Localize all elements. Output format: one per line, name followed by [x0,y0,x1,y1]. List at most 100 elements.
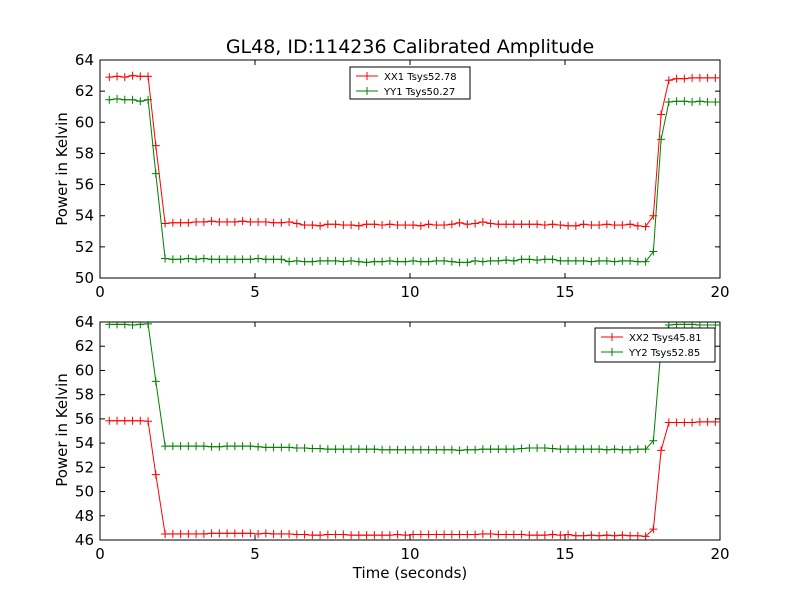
top-series-1-point [199,254,208,263]
top-series-1-point [223,255,232,264]
top-series-1-point [184,254,193,263]
top-series-1-point [238,255,247,264]
top-ytick-label: 62 [75,82,94,100]
top-panel: GL48, ID:114236 Calibrated Amplitude Pow… [53,36,730,301]
top-series-0-point [223,217,232,226]
bottom-series-1-point [339,445,348,454]
bottom-ytick-label: 62 [75,337,94,355]
top-series-1-point [168,255,177,264]
bottom-series-1-point [494,445,503,454]
bottom-series-1-point [556,445,565,454]
top-ytick-label: 64 [75,51,94,69]
bottom-series-1-point [571,445,580,454]
top-series-0-point [215,217,224,226]
bottom-series-1-point [246,442,255,451]
bottom-series-1-point [136,322,145,329]
top-series-0-point [680,74,689,83]
bottom-ytick-label: 60 [75,361,94,379]
top-series-1-point [626,256,635,265]
bottom-series-1-point [626,445,635,454]
top-series-0-point [207,217,216,226]
top-series-1-point [316,256,325,265]
bottom-series-0-point [579,531,588,540]
top-series-0-point [509,220,518,229]
bottom-series-0-point [308,531,317,540]
bottom-series-0-point [113,416,122,425]
bottom-legend-marker-0 [608,333,616,341]
bottom-series-1-point [362,445,371,454]
top-series-1-point [517,255,526,264]
bottom-series-1-point [113,322,122,329]
top-series-1-point [649,247,658,256]
bottom-series-1-point [168,442,177,451]
top-series-0-point [192,217,201,226]
bottom-series-0-point [556,531,565,540]
top-series-0-point [463,220,472,229]
bottom-series-1-point [105,322,114,329]
top-xtick-label: 20 [710,283,729,301]
top-series-1-point [113,94,122,103]
top-series-1-point [494,256,503,265]
top-ytick-label: 52 [75,238,94,256]
bottom-series-0-point [393,530,402,539]
top-series-0-point [440,221,449,230]
top-series-1-point [595,256,604,265]
bottom-series-1-point [525,443,534,452]
top-series-0-point [703,73,712,82]
bottom-series-0-point [486,529,495,538]
bottom-series-0-point [649,525,658,534]
top-series-1-point [695,97,704,106]
top-series-1-point [478,257,487,266]
bottom-series-0-point [254,529,263,538]
top-series-0-point [602,220,611,229]
top-series-1-point [378,257,387,266]
bottom-series-1-point [285,443,294,452]
top-plot-area: 0 5 10 15 20 50 52 54 56 58 60 62 64 [75,51,730,301]
top-series-0-point [184,218,193,227]
bottom-series-1-point [447,445,456,454]
top-series-0-point [176,218,185,227]
top-series-0-point [688,73,697,82]
top-series-0-point [168,218,177,227]
bottom-series-0-point [269,529,278,538]
bottom-series-1-point [292,443,301,452]
bottom-xtick-label: 15 [555,545,574,563]
bottom-series-1-point [199,442,208,451]
bottom-series-0-point [261,529,270,538]
top-series-0-point [478,217,487,226]
top-series-1-point [144,95,153,104]
top-series-1-point [618,256,627,265]
bottom-series-0-point [246,529,255,538]
top-series-0-point [657,110,666,119]
top-series-0-point [455,218,464,227]
top-series-0-point [424,220,433,229]
top-series-1-point [136,97,145,106]
bottom-series-0-point [370,531,379,540]
bottom-ytick-label: 54 [75,434,94,452]
top-legend-box [349,66,471,100]
top-series-1-point [192,255,201,264]
top-series-0-point [540,221,549,230]
bottom-series-0-point [362,531,371,540]
bottom-series-1-point [432,445,441,454]
top-series-0-point [494,220,503,229]
top-series-1-point [471,256,480,265]
bottom-ytick-label: 64 [75,313,94,331]
top-series-1-point [610,257,619,266]
top-xtick-label: 15 [555,283,574,301]
top-series-1-point [641,257,650,266]
top-series-1-point [579,256,588,265]
bottom-series-1-point [564,445,573,454]
top-series-1-point [688,98,697,107]
bottom-series-1-point [610,445,619,454]
bottom-series-0-point [602,531,611,540]
top-series-0-point [300,221,309,230]
bottom-series-1-point [688,322,697,329]
top-series-1-point [207,255,216,264]
bottom-series-0-point [168,529,177,538]
bottom-series-0-point [657,446,666,455]
top-series-1-point [105,95,114,104]
top-series-1-point [128,95,137,104]
top-series-0-point [447,220,456,229]
top-series-1-point [230,255,239,264]
